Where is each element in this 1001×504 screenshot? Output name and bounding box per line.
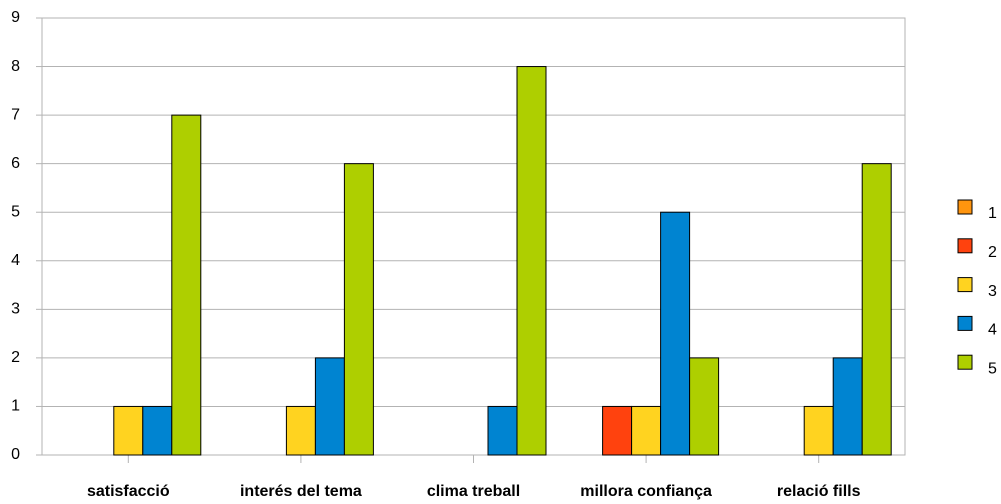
legend-swatch [957,315,973,331]
x-tick-label: relació fills [777,483,861,500]
bar [343,163,374,456]
legend-swatch [957,354,973,370]
y-tick-label: 9 [11,9,20,26]
x-tick-label: satisfacció [87,483,170,500]
bar [832,357,863,456]
y-tick-label: 4 [11,252,20,269]
y-tick-label: 3 [11,301,20,318]
x-tick-label: interés del tema [240,483,362,500]
legend-label: 4 [988,322,997,339]
y-tick-label: 6 [11,155,20,172]
legend-label: 1 [988,205,997,222]
bar [285,405,316,456]
bar [861,163,892,456]
y-tick-label: 0 [11,446,20,463]
x-tick-label: millora confiança [580,483,712,500]
legend-swatch [957,277,973,293]
y-tick-label: 1 [11,398,20,415]
legend-label: 3 [988,283,997,300]
bar [314,357,345,456]
y-tick-label: 7 [11,106,20,123]
legend-label: 5 [988,360,997,377]
bar [113,405,144,456]
x-tick-label: clima treball [427,483,520,500]
bar [689,357,720,456]
y-tick-label: 5 [11,203,20,220]
bar [516,66,547,456]
legend-swatch [957,199,973,215]
bar [631,405,662,456]
bar [142,405,173,456]
bar [487,405,518,456]
legend-swatch [957,238,973,254]
bar [803,405,834,456]
bar [660,211,691,456]
bar [602,405,633,456]
y-tick-label: 2 [11,349,20,366]
legend-label: 2 [988,244,997,261]
y-tick-label: 8 [11,58,20,75]
bar [171,114,202,456]
